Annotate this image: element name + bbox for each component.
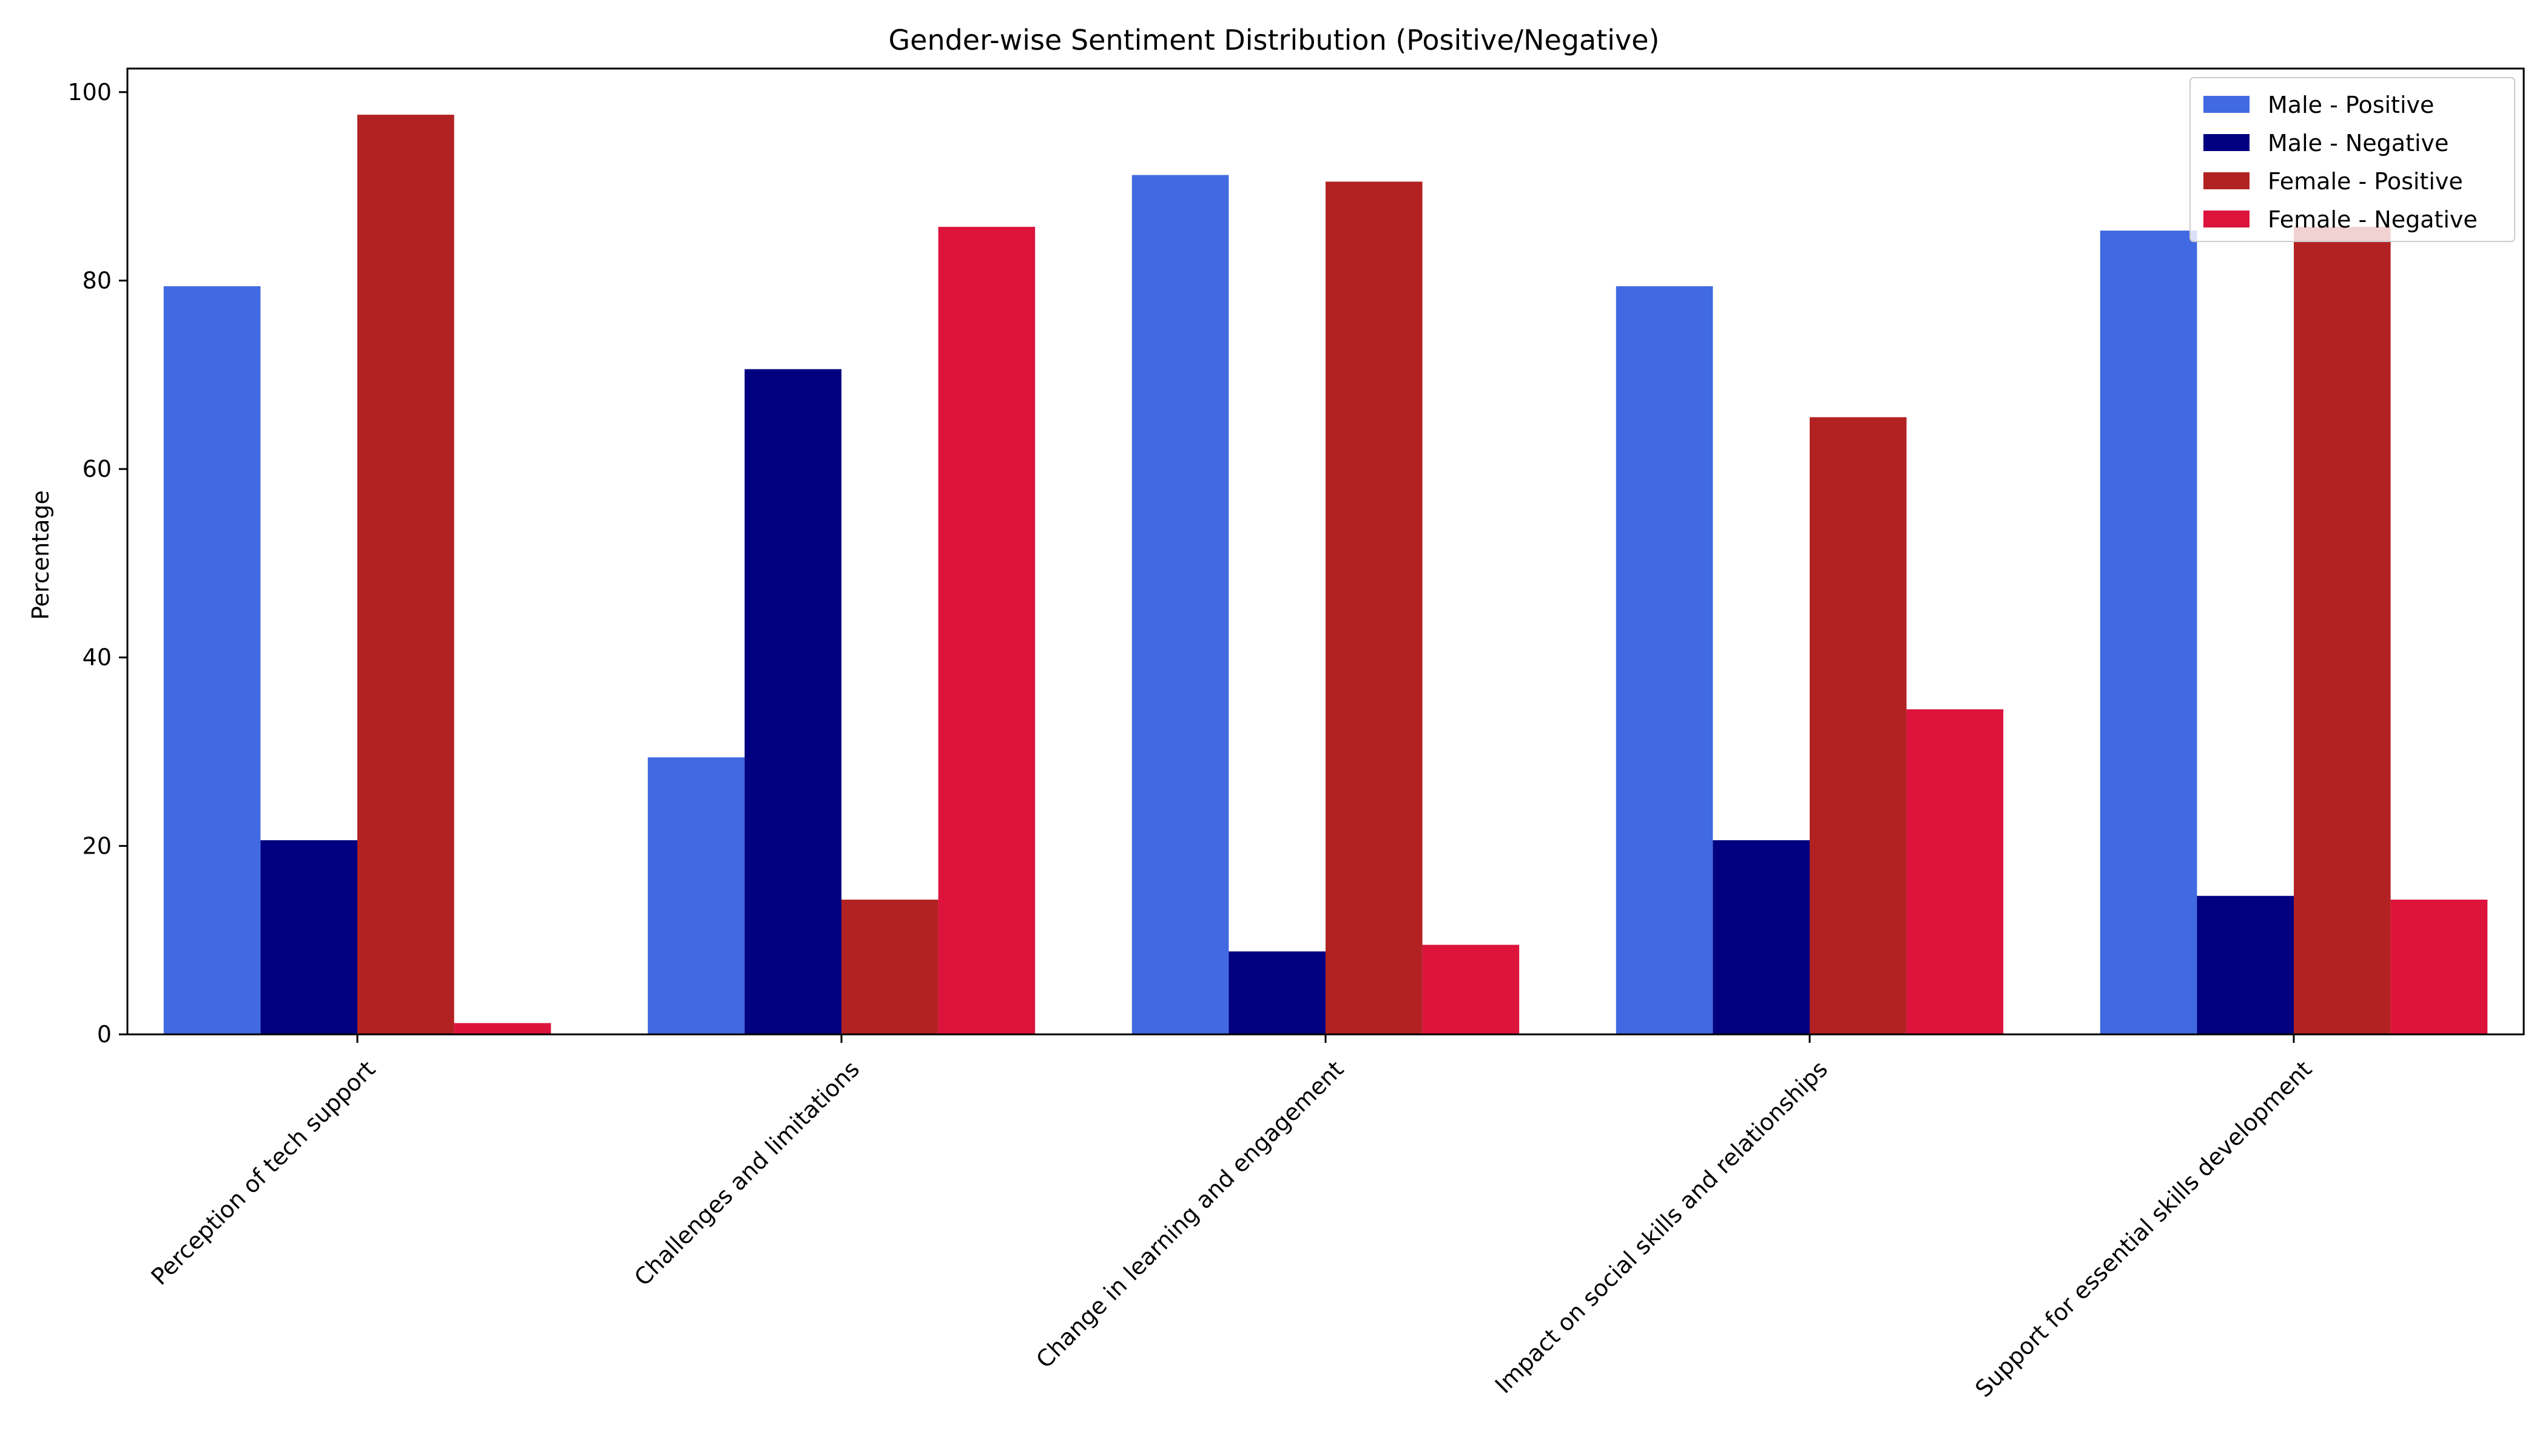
bar-series-3-category-0: [454, 1023, 551, 1034]
plot-frame: [126, 67, 2525, 1036]
bar-series-2-category-2: [1326, 181, 1423, 1034]
bar-series-1-category-4: [2197, 895, 2294, 1034]
bar-series-0-category-1: [647, 757, 745, 1034]
bar-series-3-category-4: [2390, 899, 2488, 1034]
bar-series-0-category-3: [1616, 286, 1713, 1034]
bar-series-2-category-4: [2294, 226, 2391, 1034]
legend-entry: Female - Positive: [2268, 168, 2463, 195]
bar-series-0-category-4: [2100, 231, 2197, 1035]
bar-series-1-category-2: [1228, 951, 1326, 1034]
bar-series-3-category-2: [1422, 945, 1520, 1034]
legend: Male - Positive Male - Negative Female - P…: [2189, 77, 2515, 242]
bar-series-1-category-1: [744, 369, 841, 1034]
y-tick-label: 80: [83, 267, 112, 294]
y-tick-label: 100: [67, 79, 112, 106]
plot-area: [163, 115, 2488, 1035]
bar-series-3-category-1: [938, 226, 1036, 1034]
legend-swatch: [2203, 211, 2250, 228]
bar-series-0-category-2: [1131, 175, 1229, 1034]
y-tick-label: 20: [83, 832, 112, 859]
bar-series-1-category-3: [1713, 840, 1810, 1034]
y-axis-label: Percentage: [27, 490, 54, 620]
y-tick-label: 0: [97, 1021, 112, 1048]
legend-box: [2189, 77, 2515, 242]
legend-entry: Male - Positive: [2268, 92, 2434, 118]
chart-title: Gender-wise Sentiment Distribution (Posi…: [889, 24, 1660, 56]
bar-series-2-category-3: [1810, 417, 1907, 1034]
bar-series-2-category-1: [841, 899, 939, 1034]
legend-swatch: [2203, 172, 2250, 189]
y-tick-label: 40: [83, 644, 112, 671]
y-tick-label: 60: [83, 456, 112, 482]
legend-swatch: [2203, 134, 2250, 151]
bar-series-1-category-0: [260, 840, 357, 1034]
legend-entry: Male - Negative: [2268, 130, 2449, 157]
y-axis: 0 20 40 60 80 100: [67, 79, 127, 1048]
legend-swatch: [2203, 96, 2250, 113]
bar-series-0-category-0: [163, 286, 261, 1034]
bar-series-2-category-0: [357, 115, 454, 1035]
legend-entry: Female - Negative: [2268, 206, 2478, 233]
bar-series-3-category-3: [1906, 709, 2004, 1034]
